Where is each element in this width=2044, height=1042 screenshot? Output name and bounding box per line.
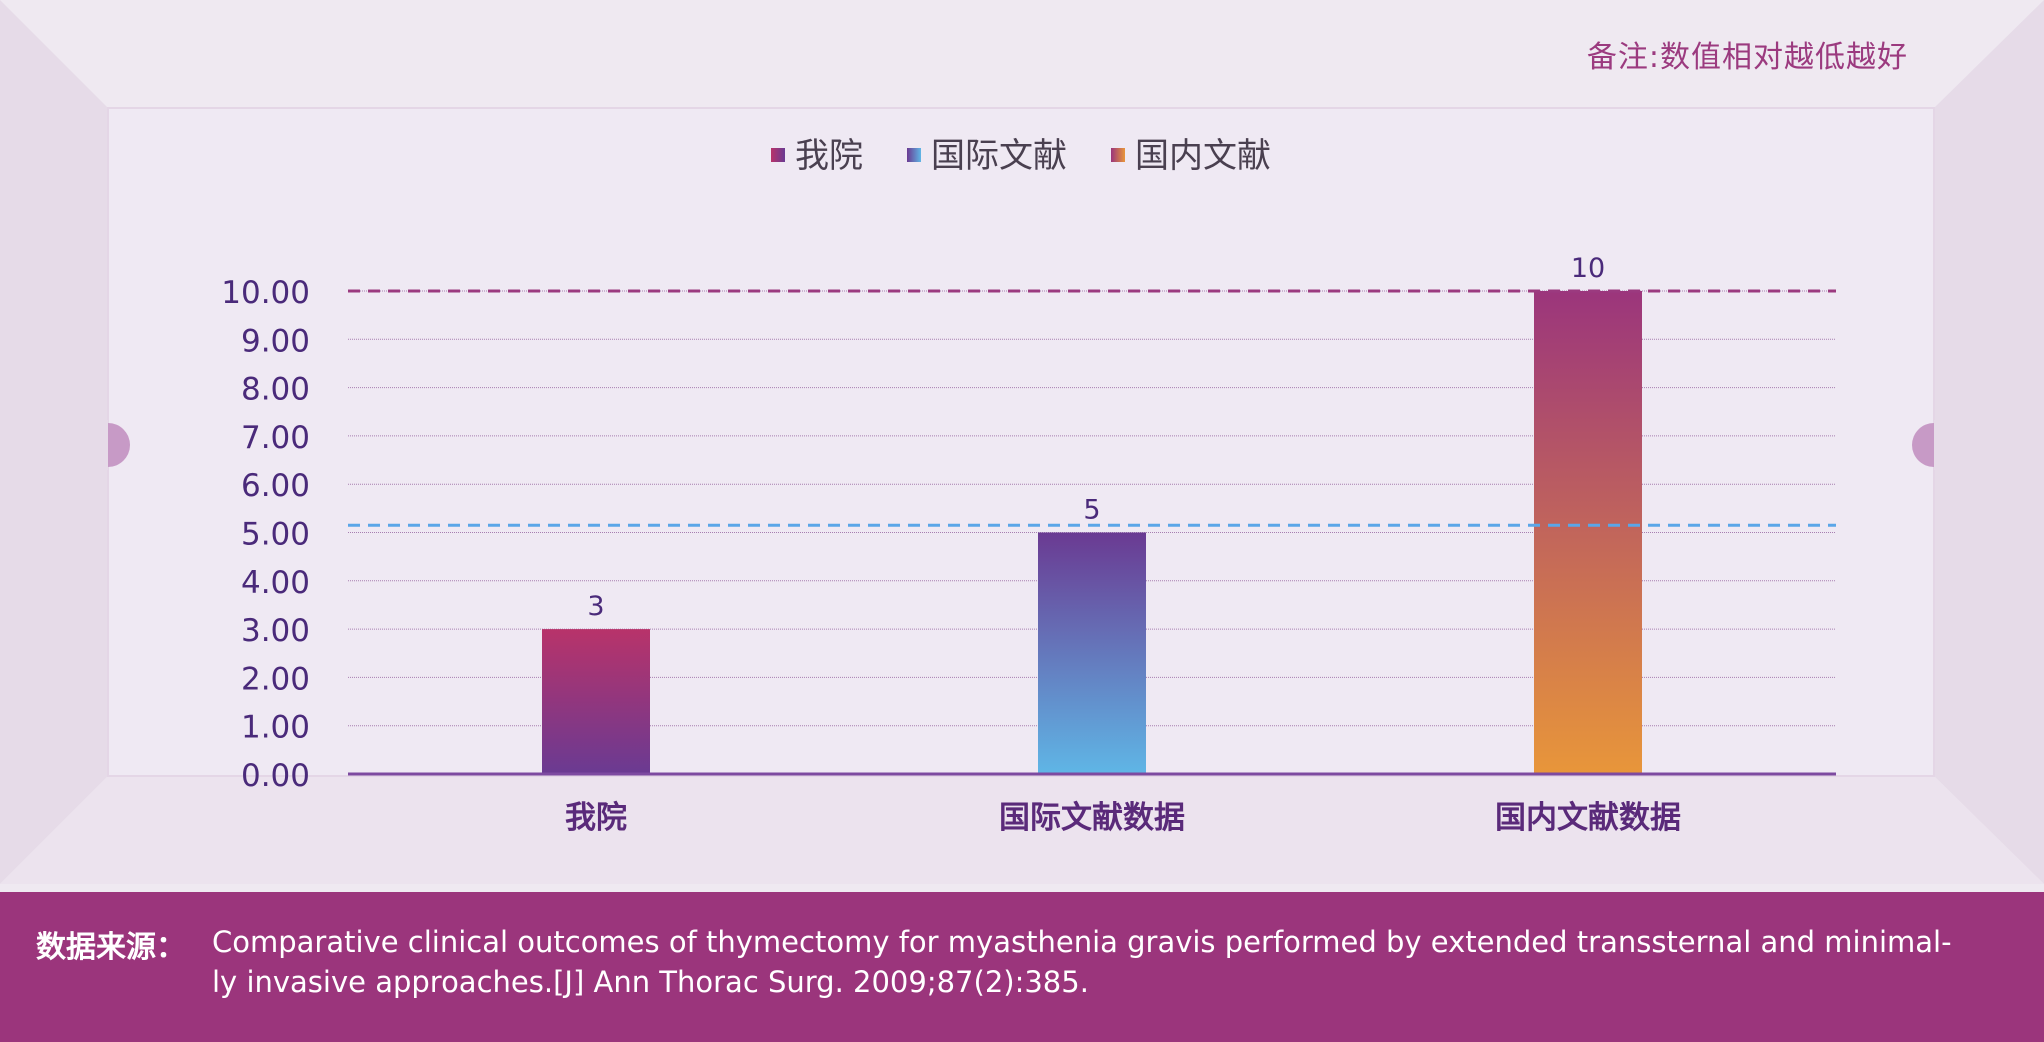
frame-back-panel [107, 107, 1935, 777]
data-label-3: 10 [1571, 253, 1605, 284]
source-citation-line-1: Comparative clinical outcomes of thymect… [212, 925, 1952, 959]
legend-swatch-3 [1111, 148, 1125, 162]
legend-label-3: 国内文献 [1135, 136, 1271, 176]
y-axis-tick-labels: 0.00 1.00 2.00 3.00 4.00 5.00 6.00 7.00 8.00 9.00… [221, 275, 310, 794]
x-tick-label-2: 国际文献数据 [999, 800, 1185, 836]
y-tick-label: 10.00 [221, 275, 310, 311]
reference-lines [348, 289, 1836, 527]
source-label: 数据来源： [36, 930, 186, 965]
x-axis-tick-labels: 我院 国际文献数据 国内文献数据 [565, 800, 1681, 836]
data-labels: 3 5 10 [587, 253, 1605, 622]
legend-label-1: 我院 [795, 136, 863, 176]
data-label-2: 5 [1083, 495, 1100, 526]
bar-3 [1534, 291, 1642, 774]
frame-bottom-panel [0, 776, 2044, 884]
legend-swatch-1 [771, 148, 785, 162]
data-label-1: 3 [587, 591, 604, 622]
y-tick-label: 7.00 [241, 420, 310, 456]
y-tick-label: 0.00 [241, 758, 310, 794]
chart-note: 备注:数值相对越低越好 [1586, 40, 1908, 75]
y-tick-label: 6.00 [241, 468, 310, 504]
y-tick-label: 9.00 [241, 323, 310, 359]
chart-legend: 我院 国际文献 国内文献 [771, 136, 1271, 176]
y-tick-label: 5.00 [241, 517, 310, 553]
frame-left-panel [0, 0, 108, 884]
y-tick-label: 2.00 [241, 661, 310, 697]
frame-right-panel [1934, 0, 2044, 884]
source-citation: Comparative clinical outcomes of thymect… [212, 922, 2032, 1002]
y-tick-label: 8.00 [241, 372, 310, 408]
y-tick-label: 3.00 [241, 613, 310, 649]
bar-2 [1038, 532, 1146, 774]
source-footer: 数据来源： Comparative clinical outcomes of t… [0, 892, 2044, 1042]
x-tick-label-3: 国内文献数据 [1495, 800, 1681, 836]
y-tick-label: 4.00 [241, 565, 310, 601]
legend-label-2: 国际文献 [931, 136, 1067, 176]
frame-top-panel [0, 0, 2044, 108]
legend-swatch-2 [907, 148, 921, 162]
source-citation-line-2: ly invasive approaches.[J] Ann Thorac Su… [212, 965, 1089, 999]
x-tick-label-1: 我院 [565, 800, 627, 836]
y-tick-label: 1.00 [241, 710, 310, 746]
chart-bars [542, 291, 1642, 774]
bar-1 [542, 629, 650, 774]
